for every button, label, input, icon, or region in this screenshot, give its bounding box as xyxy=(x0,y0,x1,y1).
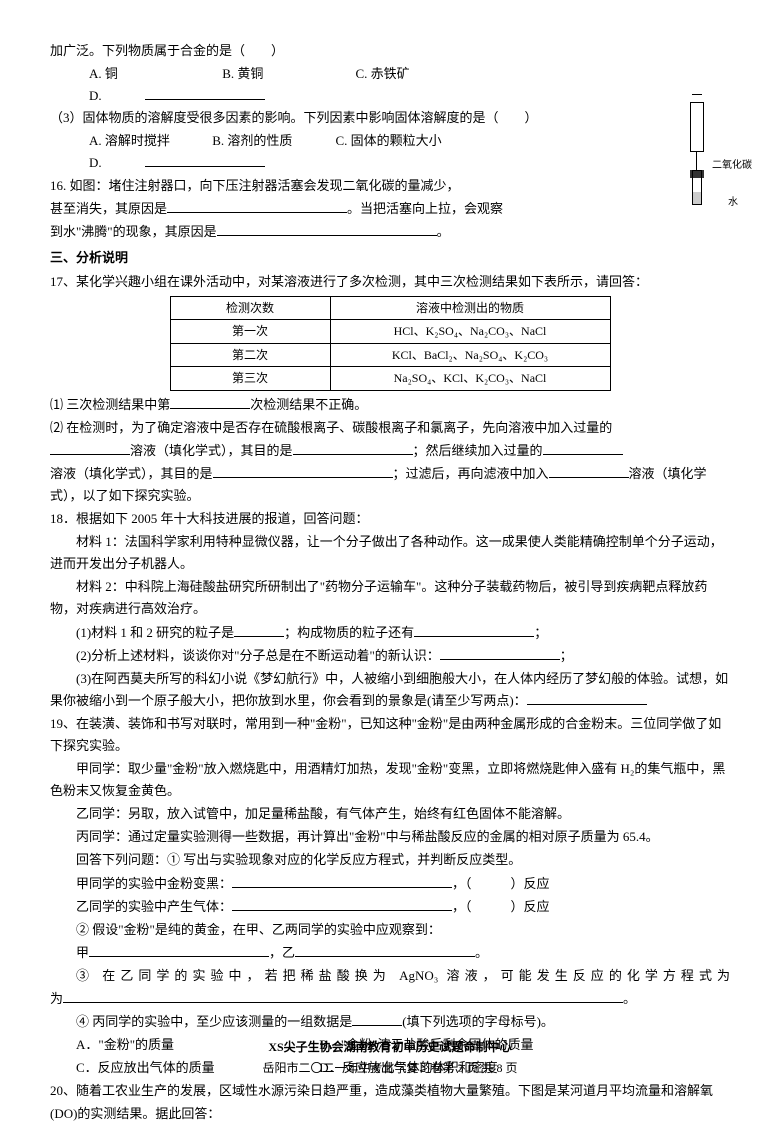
q19-p2: ② 假设"金粉"是纯的黄金，在甲、乙两同学的实验中应观察到： xyxy=(50,919,730,941)
opt-d: D. xyxy=(89,152,305,174)
opt-d: D. xyxy=(89,85,305,107)
blank[interactable] xyxy=(414,623,534,637)
q18-p3: (3)在阿西莫夫所写的科幻小说《梦幻航行》中，人被缩小到细胞般大小，在人体内经历… xyxy=(50,668,730,712)
q19-p3: ③ 在乙同学的实验中，若把稀盐酸换为 AgNO₃ 溶液，可能发生反应的化学方程式… xyxy=(50,965,730,987)
blank[interactable] xyxy=(145,153,265,167)
table-header-row: 检测次数 溶液中检测出的物质 xyxy=(170,297,610,320)
q17-intro: 17、某化学兴趣小组在课外活动中，对某溶液进行了多次检测，其中三次检测结果如下表… xyxy=(50,271,730,293)
table-row: 第三次Na₂SO₄、KCl、K₂CO₃、NaCl xyxy=(170,367,610,390)
blank[interactable] xyxy=(89,943,269,957)
q15-part3-options: A. 溶解时搅拌 B. 溶剂的性质 C. 固体的颗粒大小 D. xyxy=(50,130,730,174)
section-3-title: 三、分析说明 xyxy=(50,247,730,269)
detection-table: 检测次数 溶液中检测出的物质 第一次HCl、K₂SO₄、Na₂CO₃、NaCl … xyxy=(170,296,611,391)
blank[interactable] xyxy=(549,464,629,478)
blank[interactable] xyxy=(543,441,623,455)
q16-line2: 甚至消失，其原因是。当把活塞向上拉，会观察 xyxy=(50,198,730,220)
blank[interactable] xyxy=(167,199,347,213)
q19-p4: ④ 丙同学的实验中，至少应该测量的一组数据是(填下列选项的字母标号)。 xyxy=(50,1011,730,1033)
blank[interactable] xyxy=(63,989,623,1003)
syringe-diagram: 二氧化碳 水 xyxy=(670,102,740,212)
q19-ask: 回答下列问题：① 写出与实验现象对应的化学反应方程式，并判断反应类型。 xyxy=(50,849,730,871)
page-footer: XS尖子生协会湖南教育初中历史试题命制中心 岳阳市二〇二一年中考化学复习卷第 3… xyxy=(0,1037,780,1078)
q19-jia-eq: 甲同学的实验中金粉变黑：，（ ）反应 xyxy=(50,873,730,895)
q15-part3: （3）固体物质的溶解度受很多因素的影响。下列因素中影响固体溶解度的是（ ） xyxy=(50,107,730,129)
opt-c: C. 固体的颗粒大小 xyxy=(336,130,476,152)
table-row: 第二次KCl、BaCl₂、Na₂SO₄、K₂CO₃ xyxy=(170,343,610,366)
blank[interactable] xyxy=(352,1012,402,1026)
blank[interactable] xyxy=(295,943,475,957)
blank[interactable] xyxy=(50,441,130,455)
q15-cont: 加广泛。下列物质属于合金的是（ ） xyxy=(50,40,730,62)
blank[interactable] xyxy=(232,897,452,911)
q19-intro: 19、在装潢、装饰和书写对联时，常用到一种"金粉"，已知这种"金粉"是由两种金属… xyxy=(50,713,730,757)
q17-p2-line1: ⑵ 在检测时，为了确定溶液中是否存在硫酸根离子、碳酸根离子和氯离子，先向溶液中加… xyxy=(50,417,730,439)
q18-p1: (1)材料 1 和 2 研究的粒子是；构成物质的粒子还有； xyxy=(50,622,730,644)
q16-line3: 到水"沸腾"的现象，其原因是。 xyxy=(50,221,730,243)
q18-intro: 18．根据如下 2005 年十大科技进展的报道，回答问题： xyxy=(50,508,730,530)
q18-m2: 材料 2：中科院上海硅酸盐研究所研制出了"药物分子运输车"。这种分子装载药物后，… xyxy=(50,576,730,620)
blank[interactable] xyxy=(213,464,393,478)
q19-p2-ans: 甲，乙。 xyxy=(50,942,730,964)
footer-page: 岳阳市二〇二一年中考化学复习卷第 3 页 共 8 页 xyxy=(0,1058,780,1078)
opt-a: A. 铜 xyxy=(89,63,179,85)
footer-org: XS尖子生协会湖南教育初中历史试题命制中心 xyxy=(0,1037,780,1057)
label-co2: 二氧化碳 xyxy=(712,157,752,174)
blank[interactable] xyxy=(170,395,250,409)
label-water: 水 xyxy=(728,194,738,211)
q19-p3b: 为。 xyxy=(50,988,730,1010)
blank[interactable] xyxy=(217,222,437,236)
th-substance: 溶液中检测出的物质 xyxy=(330,297,610,320)
blank[interactable] xyxy=(145,86,265,100)
q19-yi: 乙同学：另取，放入试管中，加足量稀盐酸，有气体产生，始终有红色固体不能溶解。 xyxy=(50,803,730,825)
blank[interactable] xyxy=(527,691,647,705)
q19-jia: 甲同学：取少量"金粉"放入燃烧匙中，用酒精灯加热，发现"金粉"变黑，立即将燃烧匙… xyxy=(50,758,730,802)
q16-line1: 16. 如图：堵住注射器口，向下压注射器活塞会发现二氧化碳的量减少， xyxy=(50,175,730,197)
q19-bing: 丙同学：通过定量实验测得一些数据，再计算出"金粉"中与稀盐酸反应的金属的相对原子… xyxy=(50,826,730,848)
blank[interactable] xyxy=(293,441,413,455)
blank[interactable] xyxy=(232,874,452,888)
q15-options: A. 铜 B. 黄铜 C. 赤铁矿 D. xyxy=(50,63,730,107)
q17-p2-line2: 溶液（填化学式），其目的是；然后继续加入过量的 xyxy=(50,440,730,462)
table-row: 第一次HCl、K₂SO₄、Na₂CO₃、NaCl xyxy=(170,320,610,343)
q19-yi-eq: 乙同学的实验中产生气体：，（ ）反应 xyxy=(50,896,730,918)
q17-p1: ⑴ 三次检测结果中第次检测结果不正确。 xyxy=(50,394,730,416)
q17-p2-line3: 溶液（填化学式），其目的是；过滤后，再向滤液中加入溶液（填化学式），以了如下探究… xyxy=(50,463,730,507)
th-count: 检测次数 xyxy=(170,297,330,320)
blank[interactable] xyxy=(234,623,284,637)
opt-c: C. 赤铁矿 xyxy=(356,63,466,85)
opt-b: B. 溶剂的性质 xyxy=(212,130,322,152)
opt-b: B. 黄铜 xyxy=(222,63,312,85)
q18-p2: (2)分析上述材料，谈谈你对"分子总是在不断运动着"的新认识：； xyxy=(50,645,730,667)
q18-m1: 材料 1：法国科学家利用特种显微仪器，让一个分子做出了各种动作。这一成果使人类能… xyxy=(50,531,730,575)
blank[interactable] xyxy=(440,646,560,660)
opt-a: A. 溶解时搅拌 xyxy=(89,130,199,152)
